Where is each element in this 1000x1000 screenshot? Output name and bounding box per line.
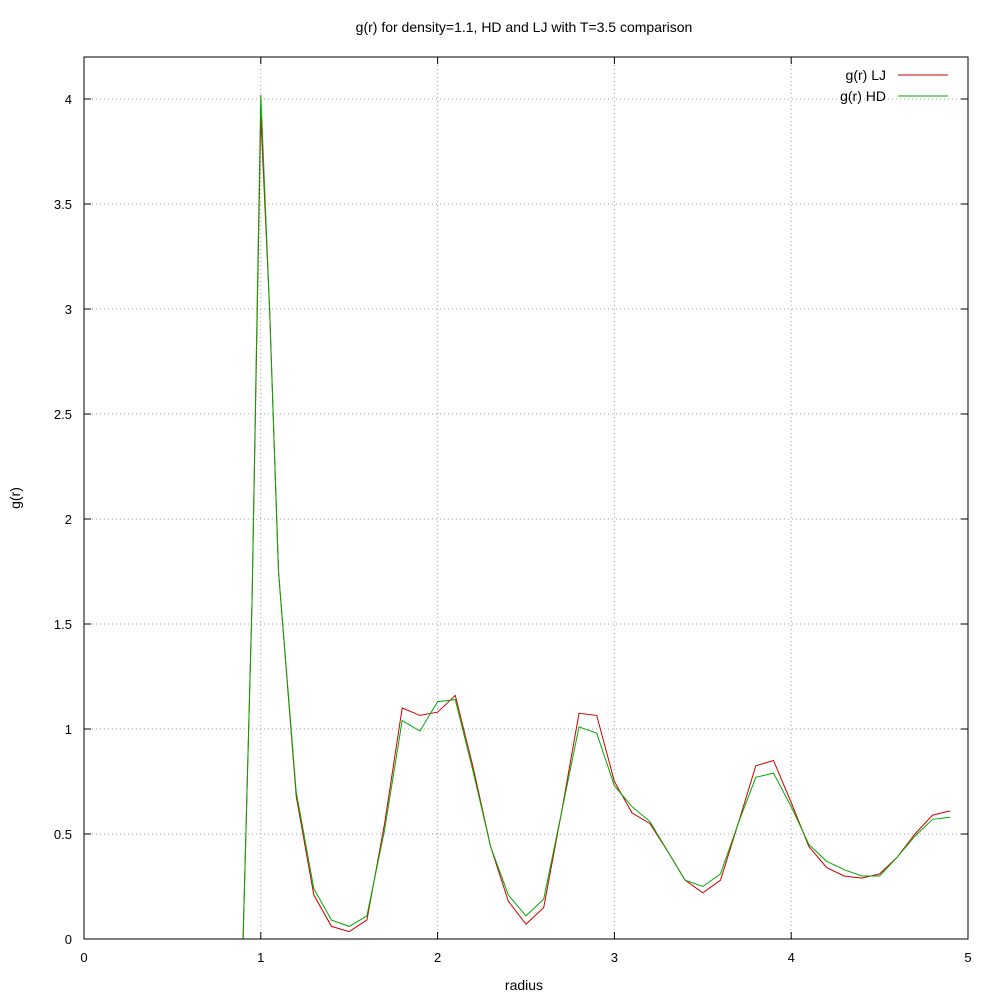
series-lines (242, 94, 951, 940)
ticks: 0 1 2 3 4 5 0 0.5 1 1.5 2 2.5 3 3.5 4 (54, 57, 972, 965)
y-tick-label: 0.5 (54, 827, 72, 842)
y-tick-label: 4 (65, 92, 72, 107)
x-tick-label: 4 (788, 950, 795, 965)
x-tick-label: 3 (611, 950, 618, 965)
y-tick-label: 3 (65, 302, 72, 317)
x-tick-label: 0 (80, 950, 87, 965)
chart-title: g(r) for density=1.1, HD and LJ with T=3… (356, 19, 693, 35)
x-tick-label: 1 (257, 950, 264, 965)
series-line-hd (242, 94, 951, 940)
x-tick-label: 2 (434, 950, 441, 965)
x-tick-label: 5 (964, 950, 971, 965)
y-tick-label: 2.5 (54, 407, 72, 422)
y-tick-label: 0 (65, 932, 72, 947)
legend-label: g(r) LJ (846, 67, 886, 83)
series-line-lj (242, 115, 951, 940)
y-tick-label: 1 (65, 722, 72, 737)
legend: g(r) LJ g(r) HD (840, 67, 948, 104)
y-tick-label: 3.5 (54, 197, 72, 212)
y-tick-label: 1.5 (54, 617, 72, 632)
y-axis-label: g(r) (7, 487, 23, 509)
legend-label: g(r) HD (840, 88, 886, 104)
grid (84, 57, 968, 939)
plot-frame (83, 56, 969, 940)
x-axis-label: radius (505, 977, 543, 993)
y-tick-label: 2 (65, 512, 72, 527)
